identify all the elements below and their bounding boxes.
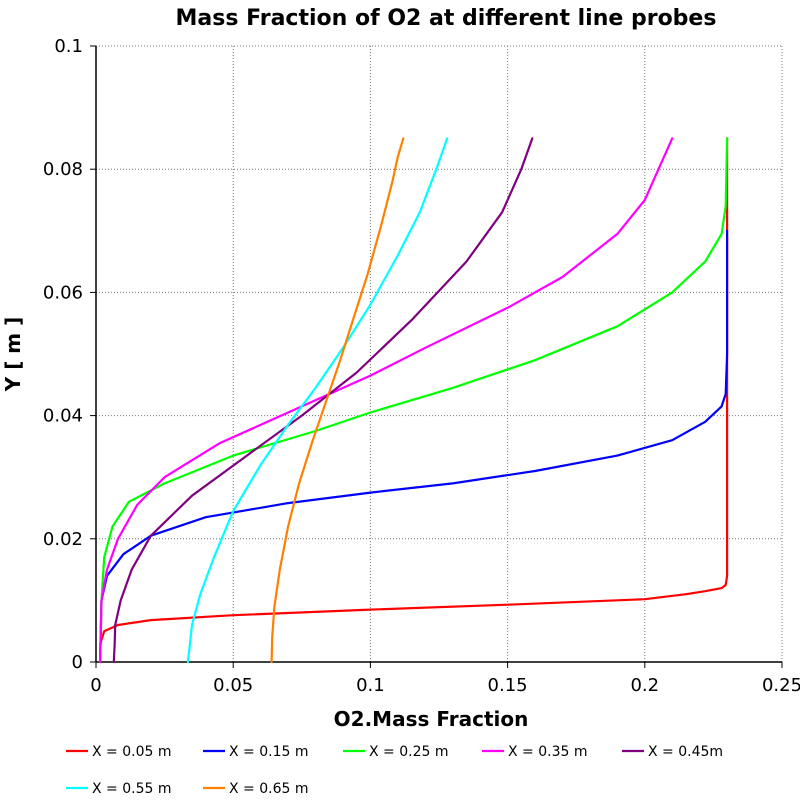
axis-ticks: 0 0.05 0.1 0.15 0.2 0.25 0 0.02 0.04 0.06 0.08 0.1 [43, 36, 800, 696]
series-line-1 [99, 137, 729, 664]
legend-label: X = 0.35 m [508, 744, 587, 760]
series-group [99, 137, 729, 664]
x-axis-label: O2.Mass Fraction [334, 707, 529, 731]
legend: X = 0.05 m X = 0.15 m X = 0.25 m X = 0.35 m… [66, 744, 723, 797]
x-tick-label: 0.1 [356, 675, 385, 696]
y-axis-label: Y [ m ] [1, 317, 25, 393]
x-tick-label: 0.25 [762, 675, 800, 696]
legend-label: X = 0.55 m [92, 781, 171, 797]
y-tick-label: 0.06 [43, 282, 83, 303]
legend-label: X = 0.15 m [229, 744, 308, 760]
plot-frame [95, 46, 782, 663]
legend-label: X = 0.45m [648, 744, 723, 760]
series-line-6 [186, 137, 449, 664]
series-line-3 [99, 137, 729, 664]
x-tick-label: 0 [90, 675, 101, 696]
series-line-2 [99, 229, 729, 664]
y-tick-label: 0.04 [43, 406, 83, 427]
x-tick-label: 0.2 [630, 675, 659, 696]
legend-label: X = 0.65 m [229, 781, 308, 797]
series-line-4 [99, 137, 674, 664]
y-tick-label: 0.02 [43, 529, 83, 550]
chart-title: Mass Fraction of O2 at different line pr… [176, 6, 717, 31]
y-tick-label: 0.1 [54, 36, 83, 57]
legend-label: X = 0.25 m [369, 744, 448, 760]
series-line-7 [270, 137, 405, 664]
x-tick-label: 0.15 [488, 675, 528, 696]
legend-label: X = 0.05 m [92, 744, 171, 760]
series-line-5 [112, 137, 534, 664]
y-tick-label: 0.08 [43, 159, 83, 180]
x-tick-label: 0.05 [213, 675, 253, 696]
y-tick-label: 0 [72, 652, 83, 673]
grid [96, 45, 783, 662]
